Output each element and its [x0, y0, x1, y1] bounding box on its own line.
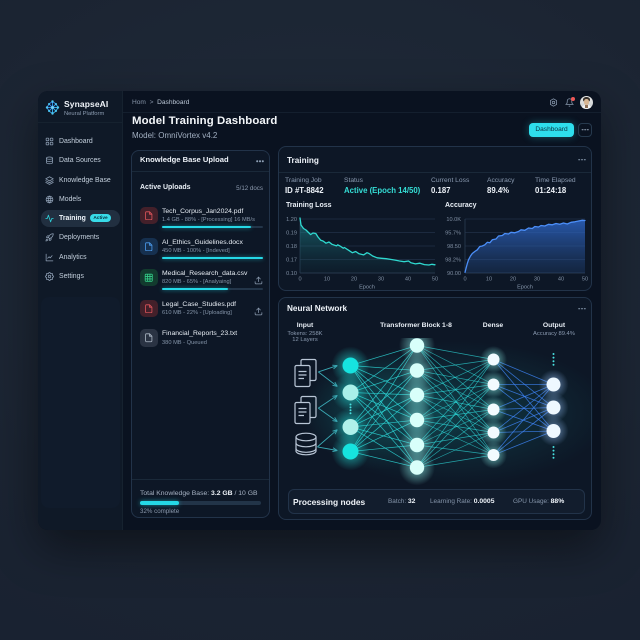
- svg-text:0.10: 0.10: [286, 271, 297, 277]
- svg-text:98.50: 98.50: [447, 244, 461, 250]
- svg-text:0.19: 0.19: [286, 231, 297, 237]
- svg-text:40: 40: [405, 277, 411, 283]
- svg-text:40: 40: [558, 277, 564, 283]
- svg-text:0: 0: [463, 277, 466, 283]
- svg-text:0: 0: [298, 277, 301, 283]
- svg-text:30: 30: [378, 277, 384, 283]
- svg-text:10: 10: [486, 277, 492, 283]
- svg-text:50: 50: [582, 277, 588, 283]
- svg-text:10: 10: [324, 277, 330, 283]
- svg-text:0.18: 0.18: [286, 244, 297, 250]
- svg-text:98.2%: 98.2%: [445, 258, 461, 264]
- svg-text:Epoch: Epoch: [517, 285, 533, 291]
- svg-text:30: 30: [534, 277, 540, 283]
- svg-text:95.7%: 95.7%: [445, 231, 461, 237]
- svg-text:1.20: 1.20: [286, 217, 297, 223]
- svg-text:0.17: 0.17: [286, 258, 297, 264]
- svg-text:Epoch: Epoch: [359, 285, 375, 291]
- svg-text:90.00: 90.00: [447, 271, 461, 277]
- svg-text:20: 20: [351, 277, 357, 283]
- svg-text:20: 20: [510, 277, 516, 283]
- svg-text:50: 50: [432, 277, 438, 283]
- svg-text:10.0K: 10.0K: [446, 217, 461, 223]
